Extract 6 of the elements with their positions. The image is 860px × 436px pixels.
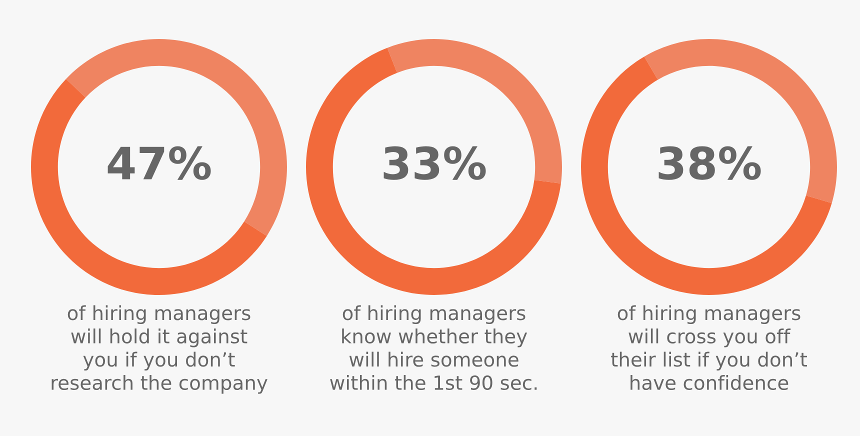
text: of hiring managers know whether they will hire someone within the 1st 90 sec.	[330, 305, 537, 390]
text: of hiring managers will cross you off their list if you don’t have confidence	[611, 305, 808, 390]
text: of hiring managers will hold it against you if you don’t research the company	[52, 305, 268, 394]
data-label: 33%	[384, 146, 486, 180]
data-label: 47%	[108, 146, 211, 180]
data-label: 38%	[658, 146, 761, 180]
